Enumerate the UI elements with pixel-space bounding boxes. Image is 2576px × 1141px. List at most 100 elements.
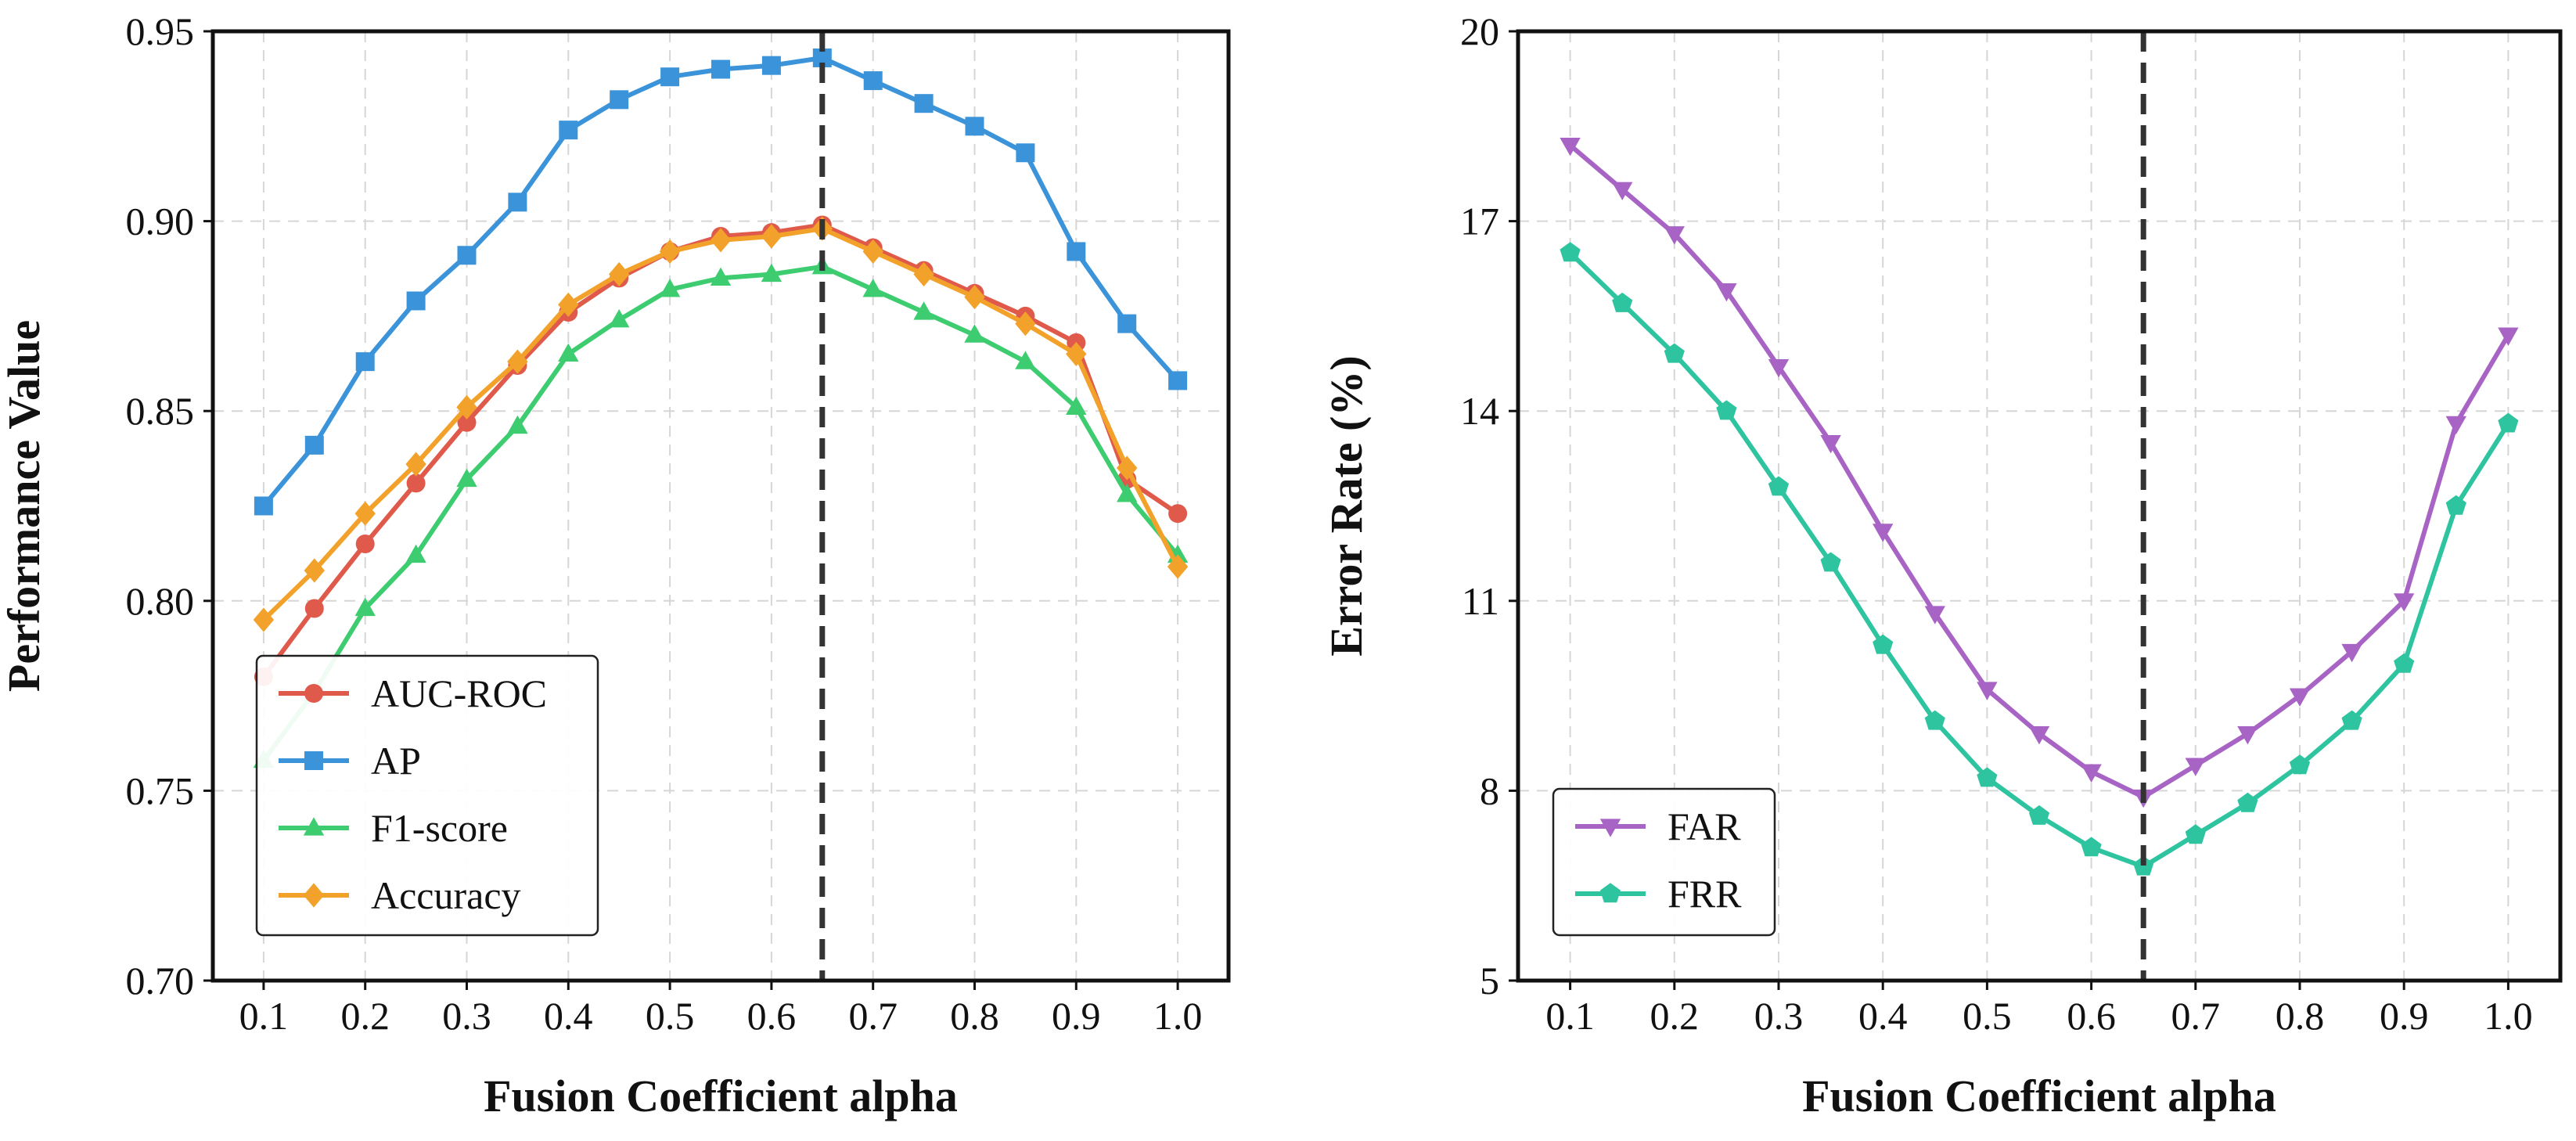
- data-point: [1612, 292, 1633, 312]
- x-axis-label: Fusion Coefficient alpha: [1802, 1071, 2276, 1121]
- data-point: [405, 544, 426, 563]
- y-tick-label: 14: [1460, 389, 1499, 433]
- data-point: [2237, 726, 2258, 745]
- legend-item: AUC-ROC: [279, 671, 547, 715]
- x-tick-label: 0.9: [1052, 994, 1101, 1038]
- legend-item: Accuracy: [279, 873, 521, 917]
- x-tick-label: 0.6: [2067, 994, 2116, 1038]
- data-point: [964, 324, 985, 343]
- data-point: [254, 496, 273, 516]
- data-point: [1768, 358, 1790, 378]
- data-point: [1924, 606, 1945, 624]
- x-tick-label: 0.4: [1858, 994, 1908, 1038]
- x-tick-label: 0.2: [1650, 994, 1700, 1038]
- data-point: [355, 535, 375, 554]
- y-tick-label: 11: [1462, 579, 1499, 623]
- y-tick-label: 20: [1460, 9, 1499, 53]
- legend-label: AUC-ROC: [371, 671, 547, 715]
- legend-item: F1-score: [279, 806, 508, 850]
- data-point: [1977, 767, 1998, 787]
- y-tick-label: 0.80: [126, 579, 195, 623]
- data-point: [2498, 412, 2519, 433]
- x-tick-label: 0.1: [239, 994, 289, 1038]
- x-tick-label: 0.5: [646, 994, 695, 1038]
- data-point: [862, 239, 883, 265]
- data-point: [2185, 824, 2206, 844]
- data-point: [965, 117, 984, 136]
- data-point: [913, 261, 934, 287]
- data-point: [559, 121, 578, 140]
- data-point: [1015, 311, 1036, 337]
- data-point: [761, 56, 781, 75]
- x-tick-label: 0.9: [2380, 994, 2429, 1038]
- data-point: [457, 246, 477, 265]
- data-point: [2394, 653, 2415, 673]
- data-point: [1066, 396, 1087, 415]
- legend-marker: [303, 883, 325, 908]
- x-tick-label: 1.0: [1153, 994, 1203, 1038]
- data-point: [1168, 371, 1188, 391]
- data-point: [558, 292, 579, 317]
- data-point: [1067, 242, 1086, 261]
- series-frr: [1560, 242, 2519, 876]
- data-point: [1612, 182, 1633, 200]
- data-point: [914, 94, 934, 113]
- data-point: [2289, 688, 2311, 707]
- data-point: [1066, 341, 1087, 367]
- plot-frame: [210, 29, 1231, 983]
- x-tick-label: 0.4: [544, 994, 593, 1038]
- data-point: [2289, 754, 2311, 775]
- data-point: [1016, 143, 1035, 163]
- data-point: [2081, 837, 2102, 857]
- data-point: [558, 343, 579, 362]
- data-point: [304, 558, 325, 583]
- data-point: [863, 71, 883, 91]
- x-tick-label: 0.7: [848, 994, 898, 1038]
- data-point: [304, 435, 324, 455]
- x-tick-label: 0.7: [2171, 994, 2221, 1038]
- x-tick-label: 0.3: [1754, 994, 1804, 1038]
- data-point: [1820, 552, 1841, 572]
- legend-label: FRR: [1668, 872, 1742, 916]
- legend-item: FRR: [1575, 872, 1742, 916]
- y-tick-label: 17: [1460, 200, 1499, 243]
- ticks: 0.1 0.2 0.3 0.4 0.5 0.6 0.7 0.8 0.9 1.0 0.70 0.75 0.…: [126, 9, 1203, 1038]
- data-point: [862, 279, 883, 297]
- data-point: [761, 224, 783, 249]
- data-point: [1716, 283, 1737, 302]
- plot-frame: [1516, 29, 2563, 983]
- data-point: [456, 468, 477, 488]
- data-point: [507, 349, 528, 374]
- y-tick-label: 0.85: [126, 389, 195, 433]
- legend-label: F1-score: [371, 806, 508, 850]
- y-tick-label: 0.90: [126, 200, 195, 243]
- x-axis-label: Fusion Coefficient alpha: [484, 1071, 958, 1121]
- x-tick-label: 0.8: [950, 994, 999, 1038]
- x-tick-label: 0.3: [442, 994, 491, 1038]
- data-point: [2028, 804, 2050, 825]
- legend-marker: [304, 751, 323, 770]
- data-point: [354, 501, 376, 526]
- data-point: [1664, 343, 1685, 363]
- data-point: [457, 412, 477, 432]
- y-tick-label: 0.95: [126, 9, 195, 53]
- data-point: [2445, 495, 2466, 515]
- data-point: [406, 291, 426, 311]
- data-point: [1768, 476, 1790, 496]
- x-tick-label: 0.6: [747, 994, 797, 1038]
- ticks: 0.1 0.2 0.3 0.4 0.5 0.6 0.7 0.8 0.9 1.0 5 8 11 14 17 20: [1460, 9, 2533, 1038]
- data-point: [507, 415, 528, 434]
- x-tick-label: 0.5: [1963, 994, 2012, 1038]
- y-tick-label: 8: [1480, 768, 1499, 812]
- legend: AUC-ROC AP F1-score Accuracy: [255, 654, 599, 937]
- data-point: [456, 394, 477, 419]
- data-point: [1117, 455, 1138, 481]
- data-point: [354, 597, 376, 617]
- y-tick-label: 5: [1480, 959, 1499, 1002]
- data-point: [1560, 242, 1581, 262]
- x-tick-label: 0.8: [2276, 994, 2325, 1038]
- x-tick-label: 0.1: [1545, 994, 1595, 1038]
- data-point: [508, 193, 527, 212]
